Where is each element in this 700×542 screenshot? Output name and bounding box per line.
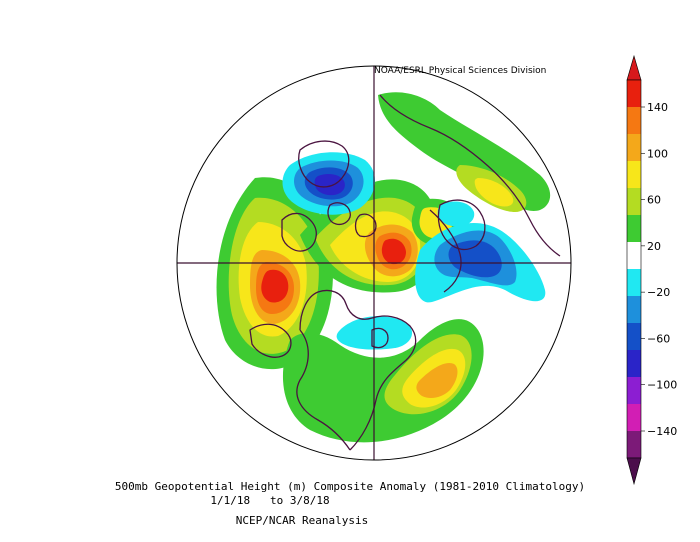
colorbar-tick-label: 60 [647,194,661,207]
polar-low-indigo [314,173,345,196]
colorbar-swatch [627,296,641,324]
colorbar-swatch [627,188,641,216]
colorbar-swatch [627,107,641,135]
coastline-alaska [249,323,292,358]
colorbar-swatch [627,242,641,270]
date-range: 1/1/18 to 3/8/18 [210,494,330,507]
eurasia-band-yellow [474,178,514,207]
coastlines [249,94,561,451]
atlantic-arc-orange [416,362,458,398]
anomaly-field [216,92,561,451]
coastline-europe [437,199,486,251]
siberia-low-cyan [437,201,475,227]
colorbar-swatch [627,161,641,189]
colorbar-tick-label: 140 [647,101,668,114]
anomaly-max-red [261,269,289,303]
colorbar-tick-label: −100 [647,379,677,392]
data-source: NCEP/NCAR Reanalysis [235,514,369,527]
credit-text: NOAA/ESRL Physical Sciences Division [374,66,547,76]
colorbar-swatch [627,431,641,459]
colorbar-arrow-top [626,54,642,81]
coastline-eurasia [379,94,561,293]
colorbar-swatch [627,134,641,162]
colorbar-tick-label: −20 [647,286,670,299]
colorbar-swatch [627,404,641,432]
coastline-arctic-canada [281,202,351,252]
arctic-max-red [381,238,406,265]
colorbar-swatch [627,215,641,243]
colorbar-tick-label: 20 [647,240,661,253]
map-title: 500mb Geopotential Height (m) Composite … [114,480,586,493]
colorbar-swatch [627,323,641,351]
colorbar-swatch [627,377,641,405]
colorbar-tick-label: 100 [647,147,668,160]
colorbar-swatch [627,80,641,108]
colorbar-tick-label: −140 [647,425,677,438]
colorbar-arrow-bottom [626,457,642,486]
coastline-greenland [298,140,350,188]
colorbar-tick-label: −60 [647,332,670,345]
colorbar: 140 100 60 20 −20 −60 −100 −140 [626,54,677,486]
colorbar-swatch [627,350,641,378]
coastline-north-america [296,289,417,451]
map-boundary [176,65,572,461]
coastline-islands [354,213,389,349]
colorbar-swatch [627,269,641,297]
